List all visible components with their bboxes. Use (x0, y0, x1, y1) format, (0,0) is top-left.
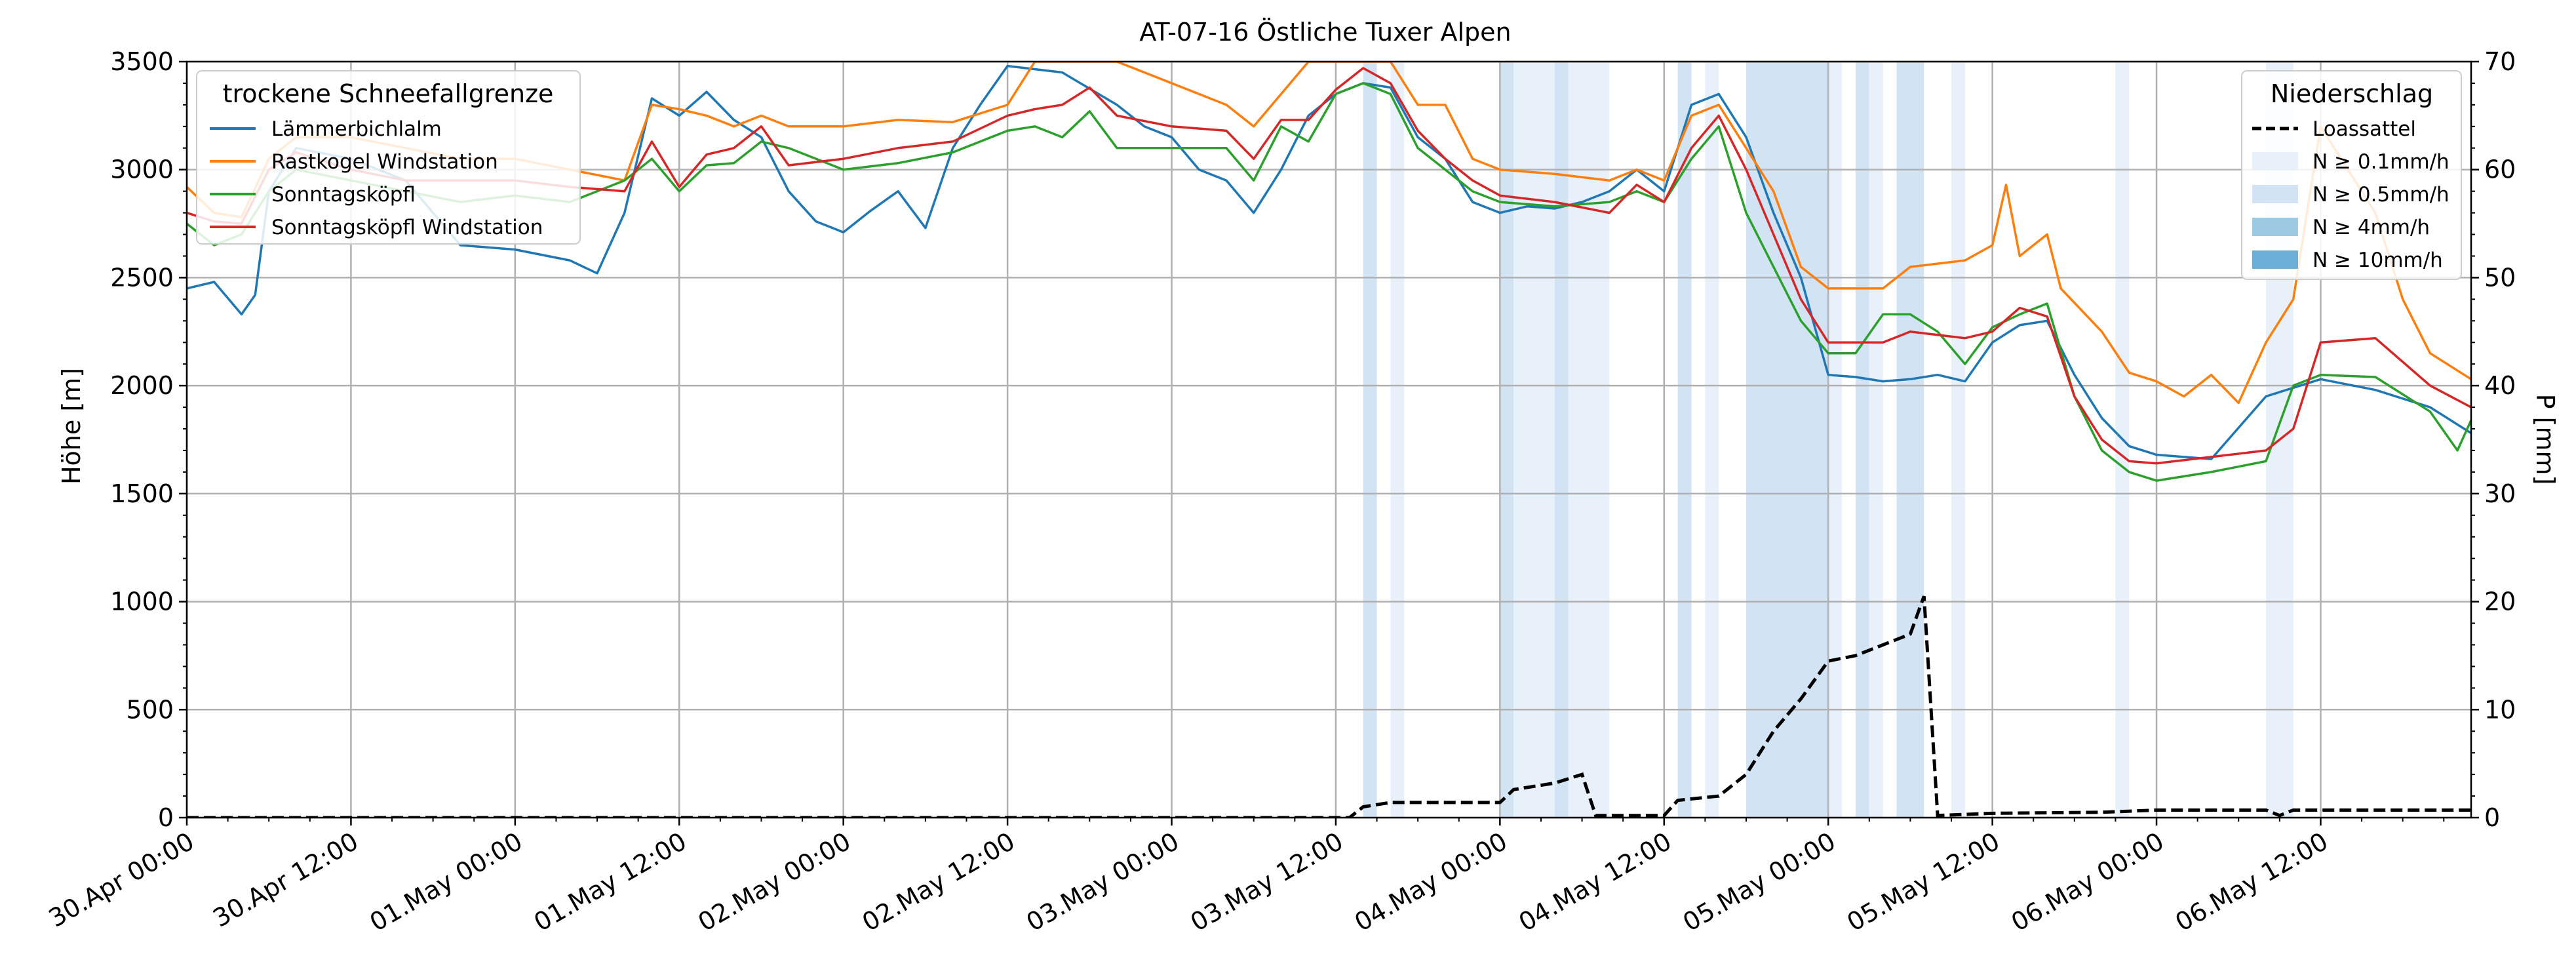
legend-snowline-label: Lämmerbichlalm (271, 117, 442, 141)
precip-band (1828, 62, 1843, 818)
legend-precipitation-label: N ≥ 0.5mm/h (2313, 183, 2449, 207)
y-right-tick-label: 20 (2484, 587, 2516, 616)
legend-precipitation-swatch (2252, 218, 2298, 236)
legend-snowline-title: trockene Schneefallgrenze (223, 79, 554, 108)
legend-precipitation-label: N ≥ 10mm/h (2313, 249, 2443, 272)
y-right-tick-label: 10 (2484, 695, 2516, 724)
y-tick-label: 500 (126, 695, 174, 724)
y-right-tick-label: 60 (2484, 155, 2516, 184)
y-tick-label: 0 (158, 803, 174, 832)
legend-precipitation-swatch (2252, 185, 2298, 203)
precip-band (1951, 62, 1965, 818)
legend-precipitation-label: Loassattel (2313, 117, 2416, 141)
legend-precipitation-title: Niederschlag (2271, 79, 2433, 108)
precip-band (1677, 62, 1692, 818)
chart-title: AT-07-16 Östliche Tuxer Alpen (1139, 18, 1511, 47)
series-lines (187, 62, 2471, 818)
precip-band (1855, 62, 1869, 818)
plot-frame (185, 60, 2472, 819)
y-tick-label: 3500 (110, 47, 174, 76)
y-right-tick-label: 30 (2484, 479, 2516, 508)
precip-band (1513, 62, 1555, 818)
legend-precipitation: Niederschlag Loassattel N ≥ 0.1mm/h N ≥ 0.5… (2241, 70, 2462, 280)
series-line-rastkogel-windstation (187, 62, 2471, 405)
precip-band (1705, 62, 1719, 818)
legend-precipitation-swatch (2252, 250, 2298, 269)
precip-band (1568, 62, 1610, 818)
precip-band (1869, 62, 1883, 818)
y-tick-label: 2000 (110, 371, 174, 400)
y-tick-label: 1500 (110, 479, 174, 508)
precip-band (1500, 62, 1514, 818)
series-line-loassattel (187, 595, 2471, 818)
legend-precipitation-swatch (2252, 152, 2298, 170)
y-right-tick-label: 70 (2484, 47, 2516, 76)
y-tick-label: 1000 (110, 587, 174, 616)
legend-precipitation-label: N ≥ 0.1mm/h (2313, 150, 2449, 174)
series-line-sonntagsköpfl-windstation (187, 67, 2471, 465)
legend-snowline-label: Sonntagsköpfl (271, 183, 416, 207)
precip-bands (1363, 62, 2293, 818)
legend-snowline-label: Rastkogel Windstation (271, 150, 498, 174)
legend-precipitation-label: N ≥ 4mm/h (2313, 216, 2430, 239)
precip-band (1363, 62, 1377, 818)
y-right-tick-label: 0 (2484, 803, 2500, 832)
precip-band (1746, 62, 1829, 818)
precip-band (1896, 62, 1924, 818)
y-axis-label: Höhe [m] (57, 368, 86, 485)
precip-band (1390, 62, 1405, 818)
legend-snowline-label: Sonntagsköpfl Windstation (271, 216, 543, 239)
legend-snowline-box (196, 70, 581, 245)
y-axis-label-right: P [mm] (2531, 394, 2560, 485)
precip-band (1554, 62, 1569, 818)
y-tick-label: 2500 (110, 263, 174, 292)
y-tick-label: 3000 (110, 155, 174, 184)
y-right-tick-label: 50 (2484, 263, 2516, 292)
legend-snowline: trockene Schneefallgrenze Lämmerbichlalm R… (196, 70, 581, 245)
y-right-tick-label: 40 (2484, 371, 2516, 400)
